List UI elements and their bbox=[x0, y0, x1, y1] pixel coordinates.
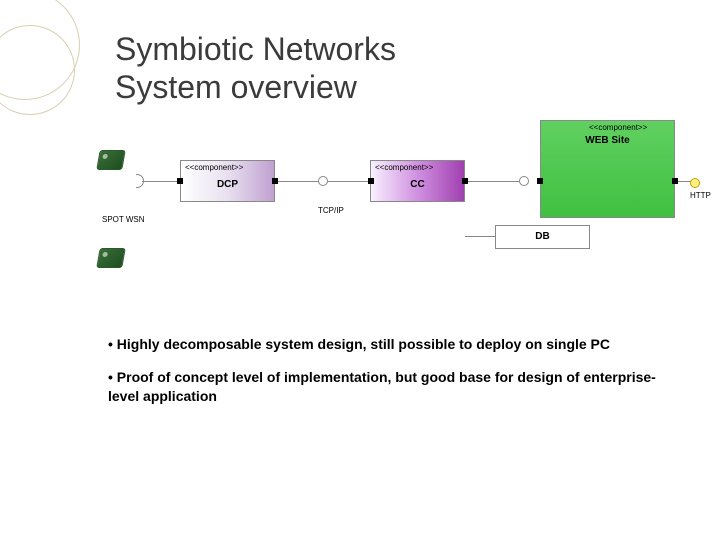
system-diagram: <<component>> DCP <<component>> CC <<com… bbox=[90, 120, 710, 300]
sensor-device-icon bbox=[96, 150, 126, 170]
connector-line bbox=[465, 236, 495, 237]
label-tcpip: TCP/IP bbox=[318, 206, 344, 215]
connector-line bbox=[328, 181, 370, 182]
provided-interface-icon bbox=[318, 176, 328, 186]
connector-line bbox=[142, 181, 178, 182]
connector-line bbox=[277, 181, 319, 182]
component-dcp: <<component>> DCP bbox=[180, 160, 275, 202]
component-db: DB bbox=[495, 225, 590, 249]
port-icon bbox=[368, 178, 374, 184]
label-spot-wsn: SPOT WSN bbox=[102, 215, 145, 224]
sensor-device-icon bbox=[96, 248, 126, 268]
stereotype-label: <<component>> bbox=[375, 163, 433, 172]
port-icon bbox=[272, 178, 278, 184]
stereotype-label: <<component>> bbox=[589, 123, 647, 132]
slide-title: Symbiotic Networks System overview bbox=[115, 30, 396, 107]
component-web-site: <<component>> WEB Site bbox=[540, 120, 675, 218]
bullet-item: • Proof of concept level of implementati… bbox=[108, 368, 668, 406]
port-icon bbox=[672, 178, 678, 184]
http-interface-icon bbox=[690, 178, 700, 188]
component-name: CC bbox=[371, 179, 464, 190]
component-name: WEB Site bbox=[541, 135, 674, 146]
component-name: DCP bbox=[181, 179, 274, 190]
bullet-text: Proof of concept level of implementation… bbox=[108, 369, 656, 404]
port-icon bbox=[177, 178, 183, 184]
component-name: DB bbox=[496, 231, 589, 242]
port-icon bbox=[462, 178, 468, 184]
title-line-2: System overview bbox=[115, 68, 396, 106]
bullet-text: Highly decomposable system design, still… bbox=[117, 336, 610, 352]
label-http: HTTP bbox=[690, 191, 711, 200]
bullet-item: • Highly decomposable system design, sti… bbox=[108, 335, 668, 354]
connector-line bbox=[468, 181, 520, 182]
stereotype-label: <<component>> bbox=[185, 163, 243, 172]
bullet-list: • Highly decomposable system design, sti… bbox=[108, 335, 668, 420]
component-cc: <<component>> CC bbox=[370, 160, 465, 202]
required-interface-icon bbox=[136, 174, 144, 188]
title-line-1: Symbiotic Networks bbox=[115, 30, 396, 68]
provided-interface-icon bbox=[519, 176, 529, 186]
port-icon bbox=[537, 178, 543, 184]
